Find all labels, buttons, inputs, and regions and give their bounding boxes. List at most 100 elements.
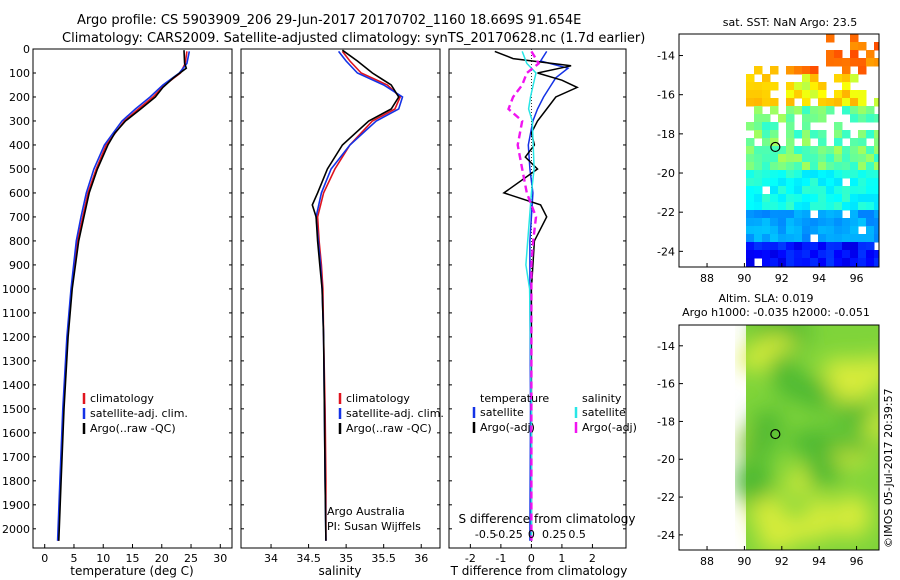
sst-cell — [754, 98, 763, 107]
sst-cell — [762, 162, 771, 171]
sst-cell — [826, 34, 835, 43]
sst-cell — [778, 194, 787, 203]
sst-map-frame — [678, 33, 880, 268]
sst-cell — [850, 58, 859, 67]
map-y-tick-label: -24 — [657, 529, 675, 542]
sst-cell — [858, 258, 867, 267]
sst-cell — [850, 154, 859, 163]
sst-cell — [834, 98, 843, 107]
sst-cell — [786, 194, 795, 203]
legend-label: Argo(-adj) — [582, 421, 637, 434]
sst-cell — [770, 210, 779, 219]
sst-cell — [818, 90, 827, 99]
sst-cell — [874, 202, 879, 211]
sst-cell — [802, 66, 811, 75]
sst-cell — [858, 218, 867, 227]
sst-cell — [802, 202, 811, 211]
sst-cell — [786, 202, 795, 211]
sst-cell — [858, 162, 867, 171]
sla-blob — [787, 428, 844, 456]
sst-cell — [826, 162, 835, 171]
sst-cell — [786, 218, 795, 227]
sst-cell — [754, 178, 763, 187]
sla-map-axes: 88 90 92 94 96 -14 -16 -18 -20 -22 -24 — [657, 340, 864, 568]
sst-cell — [826, 234, 835, 243]
sst-cell — [810, 82, 819, 91]
series-climatology — [316, 50, 402, 541]
sst-cell — [858, 98, 867, 107]
sst-cell — [874, 98, 879, 107]
sst-cell — [842, 154, 851, 163]
sst-cell — [746, 186, 755, 195]
sst-cell — [842, 106, 851, 115]
sst-cell — [842, 66, 851, 75]
sst-cell — [826, 210, 835, 219]
sst-cell — [842, 162, 851, 171]
sla-map-subtitle: Argo h1000: -0.035 h2000: -0.051 — [682, 306, 870, 319]
map-y-tick-label: -16 — [657, 378, 675, 391]
x-tick-label: -1 — [495, 552, 506, 565]
sst-cell — [850, 34, 859, 43]
sst-cell — [826, 242, 835, 251]
sst-cell — [866, 170, 875, 179]
sst-cell — [826, 106, 835, 115]
sst-cell — [754, 146, 763, 155]
sst-cell — [826, 226, 835, 235]
sst-cell — [762, 90, 771, 99]
sst-cell — [842, 218, 851, 227]
sla-blobs — [735, 325, 879, 550]
sst-cell — [874, 210, 879, 219]
sla-blob — [735, 457, 772, 504]
depth-tick-label: 300 — [9, 115, 30, 128]
sst-cell — [874, 162, 879, 171]
sst-cell — [794, 242, 803, 251]
sst-cell — [858, 138, 867, 147]
sst-cell — [866, 202, 875, 211]
sst-cell — [818, 154, 827, 163]
sst-cell — [794, 90, 803, 99]
sst-cell — [834, 202, 843, 211]
sst-cell — [762, 210, 771, 219]
series-satellite-adj-clim- — [315, 50, 404, 541]
sst-cell — [778, 146, 787, 155]
sst-cell — [874, 234, 879, 243]
depth-tick-label: 700 — [9, 211, 30, 224]
sst-cell — [802, 114, 811, 123]
sst-cell — [842, 226, 851, 235]
sst-cell — [850, 74, 859, 83]
sst-cell — [874, 170, 879, 179]
sst-cell — [874, 42, 879, 51]
series-t-satellite — [527, 50, 570, 541]
x-tick-label: 1 — [558, 552, 565, 565]
sst-cell — [794, 170, 803, 179]
sst-cell — [858, 106, 867, 115]
depth-tick-label: 1500 — [2, 403, 30, 416]
sst-cell — [866, 50, 875, 59]
sst-cell — [874, 146, 879, 155]
sst-cell — [746, 138, 755, 147]
sst-cell — [810, 106, 819, 115]
sst-cell — [818, 218, 827, 227]
sst-cell — [858, 130, 867, 139]
depth-tick-label: 600 — [9, 187, 30, 200]
sst-cell — [794, 226, 803, 235]
sst-cell — [786, 146, 795, 155]
sst-cell — [818, 170, 827, 179]
x-tick-label: 5 — [70, 552, 77, 565]
sst-cell — [874, 178, 879, 187]
sst-cell — [834, 194, 843, 203]
sst-cell — [762, 146, 771, 155]
sst-cell — [850, 146, 859, 155]
s-tick-label: -0.25 — [494, 528, 522, 541]
sst-cell — [778, 162, 787, 171]
sst-cell — [874, 218, 879, 227]
sst-cell — [762, 202, 771, 211]
sst-cell — [786, 250, 795, 259]
map-x-tick-label: 96 — [850, 555, 864, 568]
sla-blob — [837, 434, 872, 455]
sst-cell — [762, 114, 771, 123]
sst-cell — [818, 194, 827, 203]
sla-blob — [821, 371, 875, 403]
sst-cell — [802, 234, 811, 243]
sst-cell — [794, 146, 803, 155]
